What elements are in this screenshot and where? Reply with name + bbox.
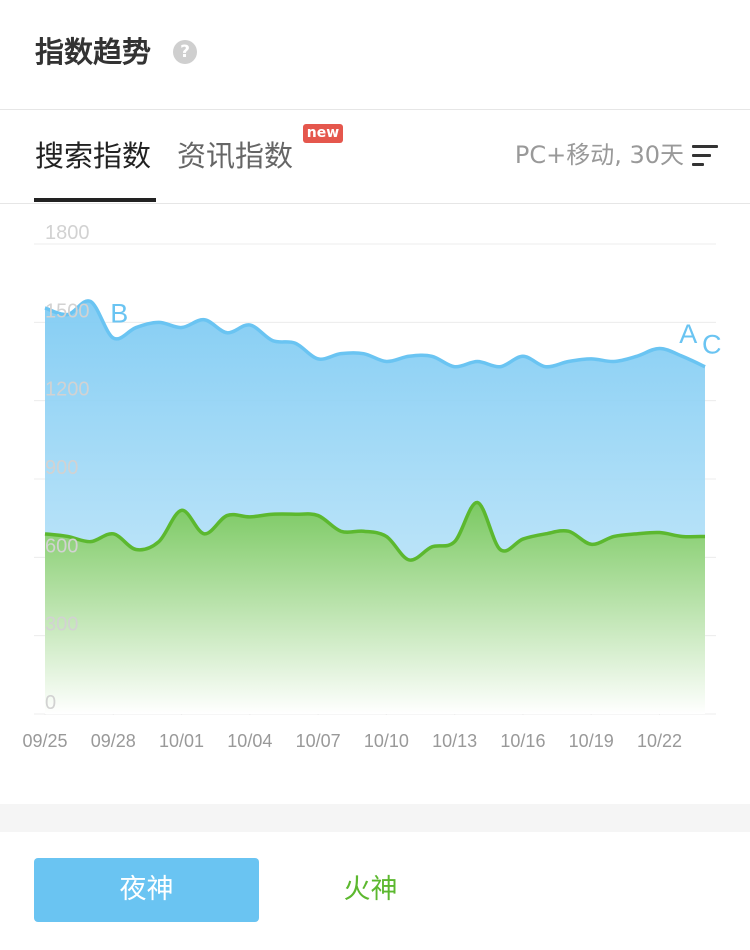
x-tick-label: 10/16 xyxy=(500,731,545,751)
series-line-green xyxy=(44,500,706,562)
header: 指数趋势 ? xyxy=(0,0,750,110)
filter-lines-icon[interactable] xyxy=(692,145,718,167)
help-icon[interactable]: ? xyxy=(173,40,197,64)
x-tick-label: 10/10 xyxy=(364,731,409,751)
annotation-label: B xyxy=(110,298,128,328)
x-tick-label: 09/25 xyxy=(22,731,67,751)
x-tick-label: 10/04 xyxy=(227,731,272,751)
y-tick-label: 600 xyxy=(45,535,78,557)
series-area-green xyxy=(45,502,705,714)
huo-shen-button[interactable]: 火神 xyxy=(343,874,398,905)
x-tick-label: 09/28 xyxy=(91,731,136,751)
page-title: 指数趋势 xyxy=(35,35,152,69)
y-tick-label: 0 xyxy=(45,692,56,714)
annotation-label: C xyxy=(702,330,722,360)
y-tick-label: 1500 xyxy=(45,300,90,322)
x-tick-label: 10/22 xyxy=(637,731,682,751)
chart-svg: 1800 1500 1200 900 600 300 0 B A C 09/25 09/28 10/… xyxy=(22,222,722,751)
tab-search-index[interactable]: 搜索指数 xyxy=(35,139,152,173)
x-tick-label: 10/13 xyxy=(432,731,477,751)
y-tick-label: 1200 xyxy=(45,379,90,401)
x-tick-label: 10/01 xyxy=(159,731,204,751)
x-tick-label: 10/07 xyxy=(296,731,341,751)
section-divider xyxy=(0,804,750,832)
series-line-blue xyxy=(44,299,706,369)
tab-news-index[interactable]: 资讯指数 xyxy=(177,139,294,173)
y-tick-label: 300 xyxy=(45,614,78,636)
y-tick-label: 900 xyxy=(45,457,78,479)
x-tick-label: 10/19 xyxy=(569,731,614,751)
new-badge: new xyxy=(303,124,343,143)
tab-bar: 搜索指数 资讯指数 xyxy=(0,110,750,204)
filter-label[interactable]: PC+移动, 30天 xyxy=(514,141,684,169)
annotation-label: A xyxy=(679,319,697,349)
active-tab-indicator xyxy=(34,198,156,202)
ye-shen-button[interactable]: 夜神 xyxy=(34,858,259,922)
y-tick-label: 1800 xyxy=(45,222,90,244)
